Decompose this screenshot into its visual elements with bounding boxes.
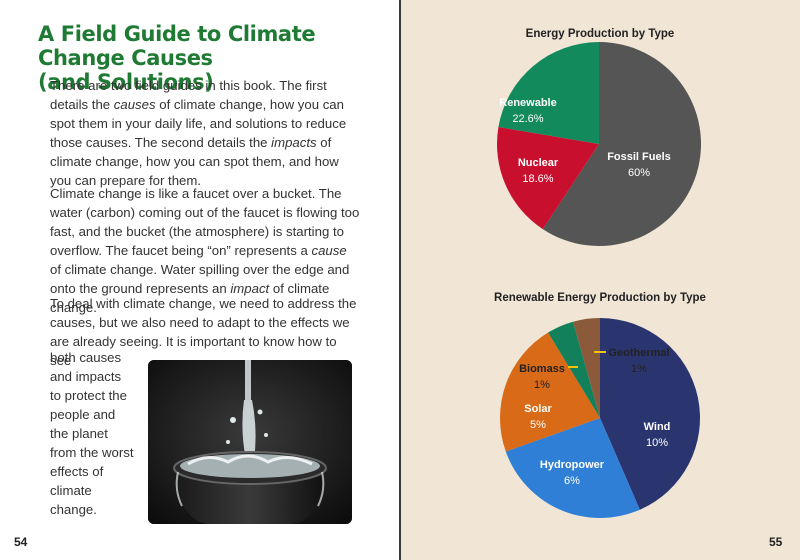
pie2-label-wind: Wind <box>644 421 671 433</box>
page-title: A Field Guide to Climate Change Causes (… <box>38 22 388 94</box>
page-gutter <box>399 0 401 560</box>
pie1-slice-nuclear <box>497 126 599 230</box>
paragraph-1-run: of climate change, how you can spot them… <box>50 135 339 188</box>
paragraph-1-run: of climate change, how you can spot them… <box>50 97 347 150</box>
paragraph-3-line: from the worst <box>50 445 134 460</box>
paragraph-3-line: people and <box>50 407 116 422</box>
pie2-value-geothermal: 1% <box>631 363 647 375</box>
bucket-photo <box>148 360 352 524</box>
paragraph-2-run: Climate change is like a faucet over a b… <box>50 186 360 258</box>
paragraph-3-line: both causes <box>50 350 122 365</box>
pie1-slice-renewable <box>498 42 599 144</box>
pie1-value-nuclear: 18.6% <box>522 173 553 185</box>
pie2-label-geothermal: Geothermal <box>608 347 669 359</box>
paragraph-2-run: impact <box>230 281 270 296</box>
pie2-slice-biomass <box>548 321 600 418</box>
pie2-slice-hydropower <box>505 418 640 518</box>
pie1-label-nuclear: Nuclear <box>518 157 559 169</box>
paragraph-3-continued: both causes and impacts to protect the peop… <box>50 348 142 519</box>
pie2-slice-geothermal <box>573 318 600 418</box>
pie2-slice-wind <box>600 318 701 510</box>
pie2-value-hydropower: 6% <box>564 475 580 487</box>
paragraph-2: Climate change is like a faucet over a b… <box>50 184 360 317</box>
pie2-slice-solar <box>500 332 600 452</box>
pie2-label-biomass: Biomass <box>519 363 565 375</box>
paragraph-3-line: to protect the <box>50 388 127 403</box>
chart-title-energy: Energy Production by Type <box>525 28 675 40</box>
paragraph-1: There are two field guides in this book.… <box>50 76 360 190</box>
paragraph-1-run: causes <box>113 97 156 112</box>
paragraph-2-run: cause <box>311 243 347 258</box>
paragraph-3-line: and impacts <box>50 369 122 384</box>
pie2-label-solar: Solar <box>524 403 552 415</box>
paragraph-3-line: effects of <box>50 464 104 479</box>
paragraph-3: To deal with climate change, we need to … <box>50 296 357 368</box>
pie1-label-renewable: Renewable <box>499 97 556 109</box>
page-number-right: 55 <box>769 535 783 549</box>
paragraph-2-run: of climate change. Water spilling over t… <box>50 262 350 296</box>
pie2-value-solar: 5% <box>530 419 546 431</box>
pie1-label-fossil-fuels: Fossil Fuels <box>607 151 671 163</box>
page-number-left: 54 <box>14 535 28 549</box>
bucket-illustration <box>148 360 352 524</box>
paragraph-3-line: climate change. <box>50 483 97 517</box>
pie-charts: Fossil Fuels 60% Nuclear 18.6% Renewable 22.6… <box>497 42 701 518</box>
title-line-2: (and Solutions) <box>38 70 214 94</box>
pie2-value-biomass: 1% <box>534 379 550 391</box>
paragraph-1-run: There are two field guides in this book.… <box>50 78 327 112</box>
pie1-value-fossil-fuels: 60% <box>628 167 650 179</box>
paragraph-2-run: of climate change. <box>50 281 330 315</box>
paragraph-3-line: the planet <box>50 426 108 441</box>
title-line-1: A Field Guide to Climate Change Causes <box>38 22 316 70</box>
pie1-slice-fossil-fuels <box>542 42 701 246</box>
chart-title-renewable: Renewable Energy Production by Type <box>494 292 706 304</box>
pie2-label-hydropower: Hydropower <box>540 459 605 471</box>
pie1-value-renewable: 22.6% <box>512 113 543 125</box>
paragraph-1-run: impacts <box>271 135 317 150</box>
pie2-value-wind: 10% <box>646 437 668 449</box>
